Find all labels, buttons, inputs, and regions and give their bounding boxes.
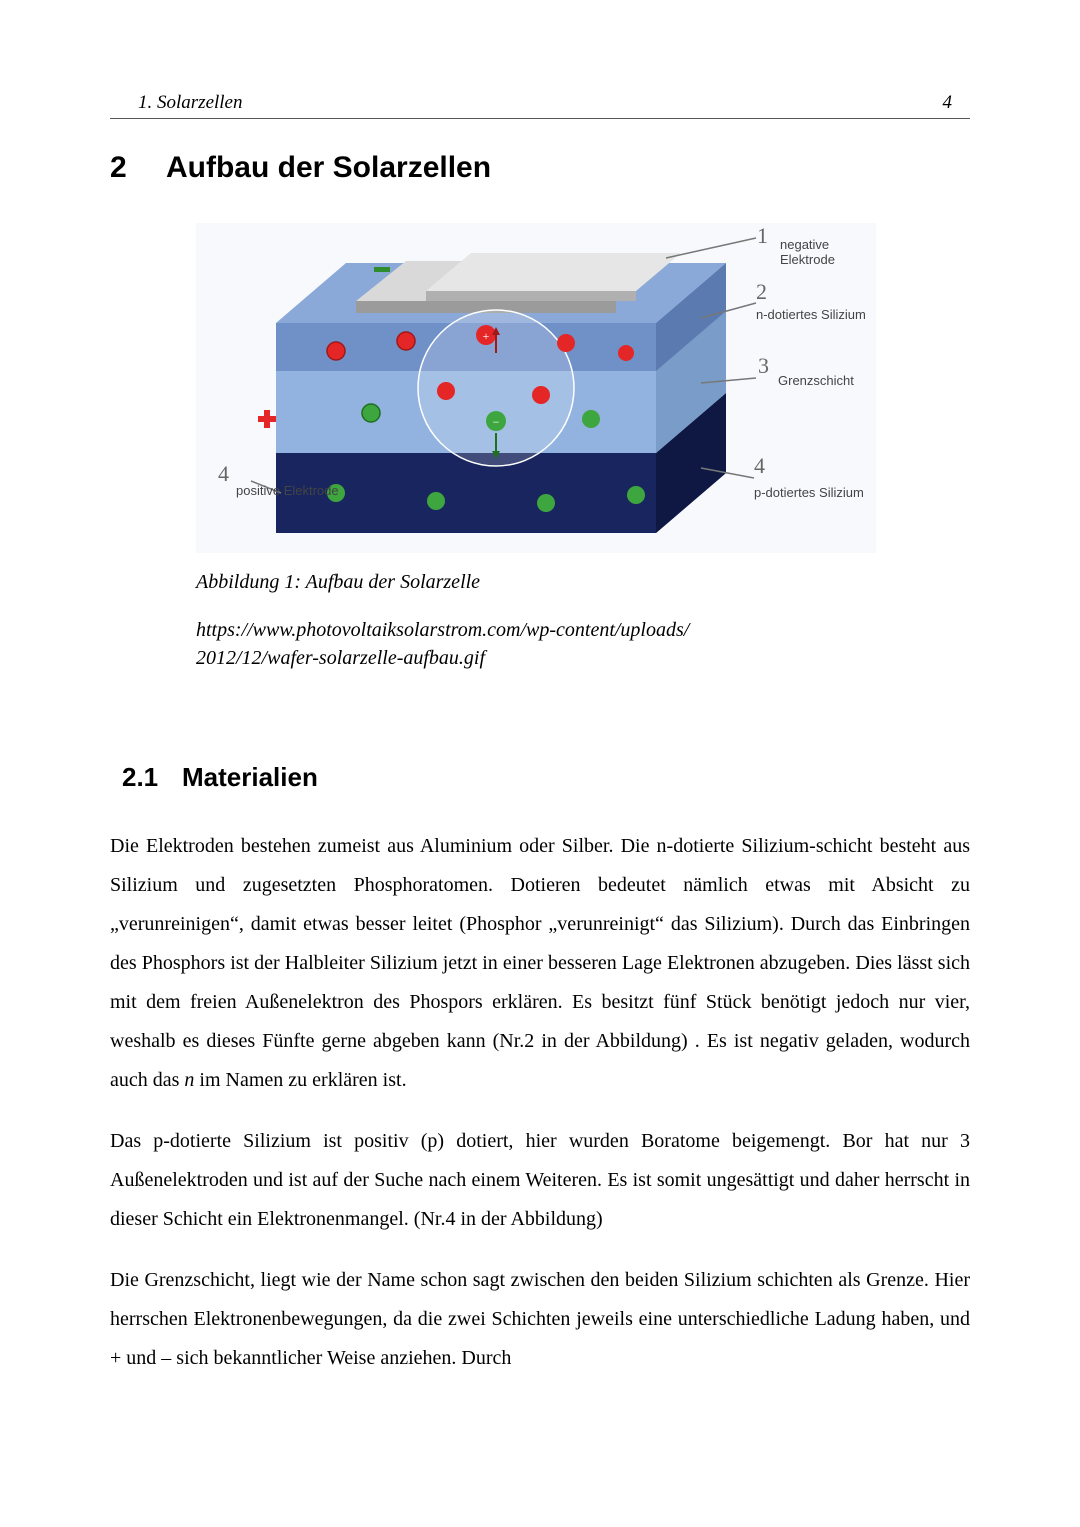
label-4-text: positive Elektrode (236, 483, 339, 498)
label-3-text: Grenzschicht (778, 373, 854, 388)
svg-text:+: + (483, 329, 490, 343)
figure-source-line2: 2012/12/wafer-solarzelle-aufbau.gif (196, 647, 485, 669)
figure-1: + − 1 negative Elektro (196, 223, 876, 672)
running-title: 1. Solarzellen (138, 92, 243, 114)
figure-source: https://www.photovoltaiksolarstrom.com/w… (196, 616, 876, 672)
label-2-text: n-dotiertes Silizium (756, 307, 866, 322)
figure-source-line1: https://www.photovoltaiksolarstrom.com/w… (196, 619, 689, 641)
svg-text:−: − (493, 415, 500, 429)
label-1-text: negative Elektrode (780, 237, 876, 267)
solar-cell-diagram: + − 1 negative Elektro (196, 223, 876, 553)
heading-2-title: Materialien (182, 762, 318, 793)
paragraph-3: Die Grenzschicht, liegt wie der Name sch… (110, 1261, 970, 1378)
label-3-num: 3 (758, 353, 769, 379)
heading-1-title: Aufbau der Solarzellen (166, 151, 491, 185)
p1-n: n (184, 1069, 194, 1091)
p1-a: Die Elektroden bestehen zumeist aus Alum… (110, 835, 970, 1091)
heading-1: 2 Aufbau der Solarzellen (110, 151, 970, 185)
label-5-text: p-dotiertes Silizium (754, 485, 864, 500)
label-2-num: 2 (756, 279, 767, 305)
label-1-num: 1 (757, 223, 768, 249)
heading-2: 2.1 Materialien (110, 762, 970, 793)
diagram-svg: + − (196, 223, 876, 553)
label-4-num: 4 (218, 461, 229, 487)
page-number: 4 (943, 92, 953, 114)
paragraph-1: Die Elektroden bestehen zumeist aus Alum… (110, 827, 970, 1100)
heading-1-number: 2 (110, 151, 166, 185)
label-5-num: 4 (754, 453, 765, 479)
p1-b: im Namen zu erklären ist. (194, 1069, 406, 1091)
heading-2-number: 2.1 (122, 762, 182, 793)
running-header: 1. Solarzellen 4 (110, 92, 970, 119)
figure-caption: Abbildung 1: Aufbau der Solarzelle (196, 571, 876, 594)
paragraph-2: Das p-dotierte Silizium ist positiv (p) … (110, 1122, 970, 1239)
